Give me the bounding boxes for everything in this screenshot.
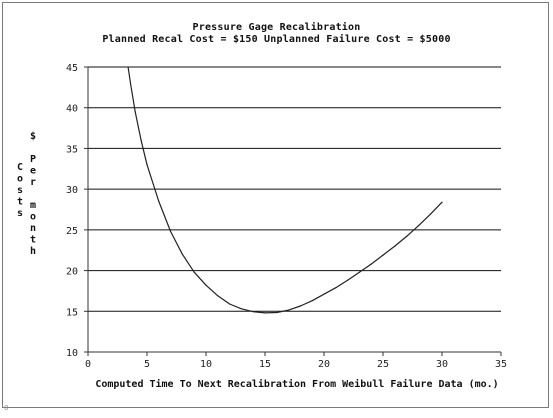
x-tick-label-15: 15 bbox=[259, 359, 271, 370]
data-point-15 bbox=[276, 311, 278, 314]
data-point-7 bbox=[181, 253, 183, 255]
series bbox=[127, 66, 443, 314]
data-point-29 bbox=[441, 201, 443, 203]
ylabel-char: $ bbox=[30, 131, 36, 142]
data-point-3 bbox=[140, 139, 142, 141]
ylabel-char: e bbox=[30, 166, 36, 177]
ylabel-char: o bbox=[17, 174, 23, 185]
ylabel-char: o bbox=[30, 212, 36, 223]
x-tick-label-20: 20 bbox=[318, 359, 330, 370]
y-tick-label-10: 10 bbox=[66, 348, 78, 359]
data-point-11 bbox=[229, 303, 231, 305]
chart-subtitle: Planned Recal Cost = $150 Unplanned Fail… bbox=[102, 34, 451, 45]
data-point-6 bbox=[170, 230, 172, 233]
data-point-4 bbox=[146, 164, 148, 166]
data-point-27 bbox=[417, 225, 419, 227]
data-point-1 bbox=[129, 82, 132, 84]
ylabel-char: t bbox=[30, 235, 36, 246]
ylabel-char: t bbox=[17, 197, 23, 208]
data-point-2 bbox=[134, 111, 136, 113]
y-tick-label-30: 30 bbox=[66, 185, 78, 196]
chart-title: Pressure Gage Recalibration bbox=[192, 22, 361, 33]
data-point-26 bbox=[406, 235, 408, 237]
ylabel-char: r bbox=[30, 177, 36, 188]
chart-frame bbox=[2, 2, 549, 408]
x-tick-label-10: 10 bbox=[200, 359, 212, 370]
y-tick-labels: 10 15 20 25 30 35 40 45 bbox=[66, 63, 78, 359]
data-point-20 bbox=[335, 287, 337, 289]
data-point-8 bbox=[193, 271, 195, 273]
y-tick-label-45: 45 bbox=[66, 63, 78, 74]
x-axis-title: Computed Time To Next Recalibration From… bbox=[95, 378, 498, 390]
axes bbox=[84, 66, 502, 356]
data-point-5 bbox=[158, 200, 160, 202]
ylabel-char: s bbox=[17, 185, 23, 196]
x-tick-label-30: 30 bbox=[436, 359, 448, 370]
data-point-19 bbox=[323, 293, 325, 295]
data-point-22 bbox=[358, 271, 360, 273]
corner-mark: 0 bbox=[4, 404, 9, 412]
data-point-16 bbox=[288, 309, 290, 311]
data-point-28 bbox=[429, 213, 431, 215]
ylabel-char: C bbox=[17, 162, 23, 173]
data-point-23 bbox=[370, 263, 372, 265]
data-point-13 bbox=[252, 311, 254, 313]
x-tick-labels: 0 5 10 15 20 25 30 35 bbox=[85, 359, 507, 370]
data-point-21 bbox=[347, 279, 349, 281]
x-tick-label-0: 0 bbox=[85, 359, 91, 370]
data-point-17 bbox=[299, 305, 301, 307]
ylabel-char: m bbox=[30, 200, 36, 211]
data-point-10 bbox=[217, 295, 219, 297]
data-point-25 bbox=[394, 245, 396, 247]
y-tick-label-35: 35 bbox=[66, 144, 78, 155]
y-tick-label-40: 40 bbox=[66, 104, 78, 115]
data-point-14 bbox=[264, 312, 266, 314]
data-point-18 bbox=[311, 300, 313, 302]
data-point-0 bbox=[127, 66, 129, 68]
ylabel-char: s bbox=[17, 208, 23, 219]
y-tick-label-15: 15 bbox=[66, 307, 78, 318]
data-point-9 bbox=[205, 284, 207, 286]
ylabel-char: P bbox=[30, 154, 36, 165]
ylabel-char: n bbox=[30, 223, 36, 234]
gridlines bbox=[88, 66, 501, 312]
ylabel-char: h bbox=[30, 246, 36, 257]
x-tick-label-35: 35 bbox=[495, 359, 507, 370]
x-tick-label-5: 5 bbox=[144, 359, 150, 370]
series-line-0 bbox=[127, 66, 443, 314]
y-tick-label-25: 25 bbox=[66, 226, 78, 237]
x-tick-label-25: 25 bbox=[377, 359, 389, 370]
y-tick-label-20: 20 bbox=[66, 267, 78, 278]
data-point-12 bbox=[240, 308, 242, 310]
data-point-24 bbox=[382, 254, 384, 256]
